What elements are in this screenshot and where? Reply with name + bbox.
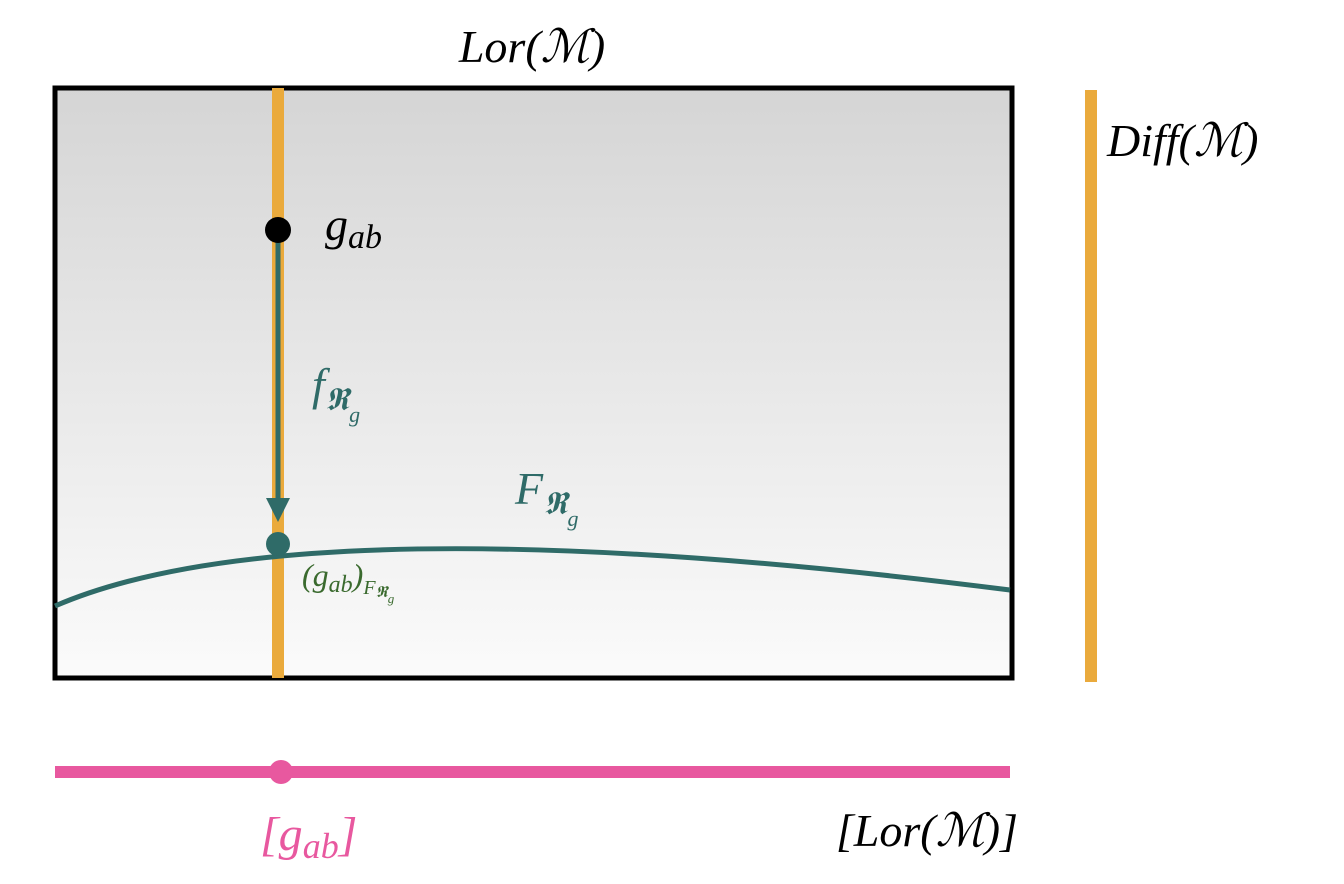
subsub: g — [349, 402, 360, 427]
base: (g — [302, 557, 329, 593]
close: ] — [337, 808, 358, 861]
close: ) — [351, 557, 364, 593]
top-label: Lor(ℳ) — [458, 21, 605, 72]
class-dot — [269, 760, 293, 784]
sub: 𝕽 — [325, 381, 352, 417]
sub: ab — [329, 572, 353, 598]
arrow-head — [266, 498, 290, 522]
sub: 𝕽 — [543, 485, 570, 521]
projected-label: (gab)F𝕽g — [302, 557, 395, 606]
sub: ab — [348, 219, 382, 256]
map-label: f𝕽g — [312, 359, 360, 427]
projected-dot — [266, 532, 290, 556]
point-dot — [265, 217, 291, 243]
base: F — [514, 463, 544, 514]
subsub: g — [568, 506, 579, 531]
section-curve — [54, 546, 1011, 609]
base: g — [325, 199, 348, 250]
section-label: F𝕽g — [514, 463, 579, 531]
space-box — [52, 85, 1015, 681]
sub: 𝕽 — [376, 584, 390, 601]
point-label: gab — [325, 199, 382, 256]
right-label: Diff(ℳ) — [1106, 115, 1258, 166]
quotient-label: [Lor(ℳ)] — [836, 805, 1018, 856]
class-label: [gab] — [260, 808, 357, 866]
sub: g — [388, 591, 395, 606]
base: [g — [260, 808, 303, 861]
sub: ab — [303, 826, 339, 866]
sub: F — [362, 577, 376, 599]
